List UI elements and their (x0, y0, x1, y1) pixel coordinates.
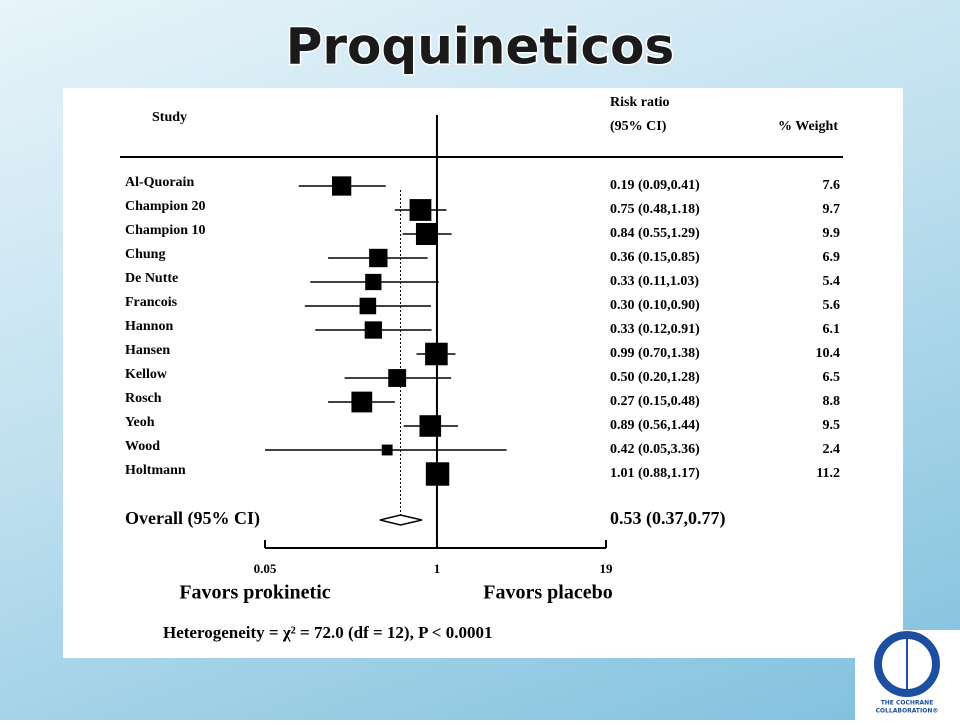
study-label: De Nutte (125, 271, 178, 286)
weight-label: 11.2 (816, 466, 840, 481)
annotation: Heterogeneity = χ² = 72.0 (df = 12), P <… (163, 623, 492, 642)
effect-square (381, 444, 393, 456)
effect-square (364, 321, 382, 339)
weight-label: 6.1 (823, 322, 841, 337)
study-label: Francois (125, 295, 178, 310)
weight-label: 6.9 (823, 250, 841, 265)
study-label: Hansen (125, 343, 170, 358)
ci-label: 0.89 (0.56,1.44) (610, 418, 700, 433)
column-header: % Weight (778, 119, 838, 134)
study-label: Kellow (125, 367, 168, 382)
weight-label: 9.7 (823, 202, 841, 217)
effect-square (409, 199, 432, 221)
ci-label: 0.36 (0.15,0.85) (610, 250, 700, 265)
ci-label: 0.27 (0.15,0.48) (610, 394, 700, 409)
overall-label: Overall (95% CI) (125, 508, 260, 529)
effect-square (425, 462, 450, 486)
overall-diamond (379, 514, 423, 526)
weight-label: 2.4 (823, 442, 841, 457)
effect-square (415, 222, 438, 246)
column-header: Study (152, 110, 187, 125)
column-header: Risk ratio (610, 95, 670, 110)
x-tick-label: 19 (600, 561, 614, 576)
effect-square (331, 176, 352, 196)
ci-label: 0.75 (0.48,1.18) (610, 202, 700, 217)
overall-value-label: 0.53 (0.37,0.77) (610, 508, 726, 529)
weight-label: 7.6 (823, 178, 841, 193)
title: Proquineticos (286, 18, 674, 76)
weight-label: 5.6 (823, 298, 841, 313)
weight-label: 6.5 (823, 370, 841, 385)
column-header: (95% CI) (610, 119, 667, 134)
study-label: Wood (125, 439, 160, 454)
effect-square (388, 369, 407, 387)
ci-label: 0.50 (0.20,1.28) (610, 370, 700, 385)
effect-square (369, 248, 388, 268)
effect-square (365, 273, 382, 291)
study-label: Al-Quorain (125, 175, 194, 190)
ci-label: 0.19 (0.09,0.41) (610, 178, 700, 193)
weight-label: 10.4 (816, 346, 841, 361)
x-axis-label: Favors placebo (483, 582, 612, 604)
logo-text: COLLABORATION® (876, 708, 939, 715)
ci-label: 0.42 (0.05,3.36) (610, 442, 700, 457)
x-tick-label: 0.05 (254, 561, 277, 576)
x-tick-label: 1 (434, 561, 441, 576)
logo-circle (874, 631, 940, 697)
weight-label: 5.4 (823, 274, 841, 289)
x-axis-label: Favors prokinetic (179, 582, 330, 604)
study-label: Champion 10 (125, 223, 206, 238)
ci-label: 0.33 (0.11,1.03) (610, 274, 699, 289)
weight-label: 9.5 (823, 418, 841, 433)
weight-label: 8.8 (823, 394, 841, 409)
study-label: Champion 20 (125, 199, 206, 214)
study-label: Holtmann (125, 463, 186, 478)
weight-label: 9.9 (823, 226, 841, 241)
effect-square (425, 342, 448, 366)
ci-label: 0.30 (0.10,0.90) (610, 298, 700, 313)
effect-square (419, 415, 442, 437)
study-label: Chung (125, 247, 165, 262)
study-label: Rosch (125, 391, 162, 406)
ci-label: 0.84 (0.55,1.29) (610, 226, 700, 241)
logo-text: THE COCHRANE (881, 700, 934, 707)
study-label: Hannon (125, 319, 173, 334)
plot-panel (63, 88, 903, 658)
ci-label: 0.33 (0.12,0.91) (610, 322, 700, 337)
ci-label: 0.99 (0.70,1.38) (610, 346, 700, 361)
effect-square (351, 391, 373, 413)
ci-label: 1.01 (0.88,1.17) (610, 466, 700, 481)
effect-square (359, 297, 377, 315)
study-label: Yeoh (125, 415, 155, 430)
